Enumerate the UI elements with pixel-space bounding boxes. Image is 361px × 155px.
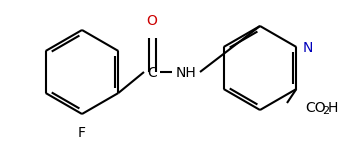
Text: 2: 2 (322, 106, 329, 116)
Text: NH: NH (175, 66, 196, 80)
Text: CO: CO (305, 101, 326, 115)
Text: H: H (328, 101, 338, 115)
Text: C: C (147, 66, 157, 80)
Text: N: N (302, 41, 313, 55)
Text: O: O (147, 14, 157, 28)
Text: F: F (78, 126, 86, 140)
